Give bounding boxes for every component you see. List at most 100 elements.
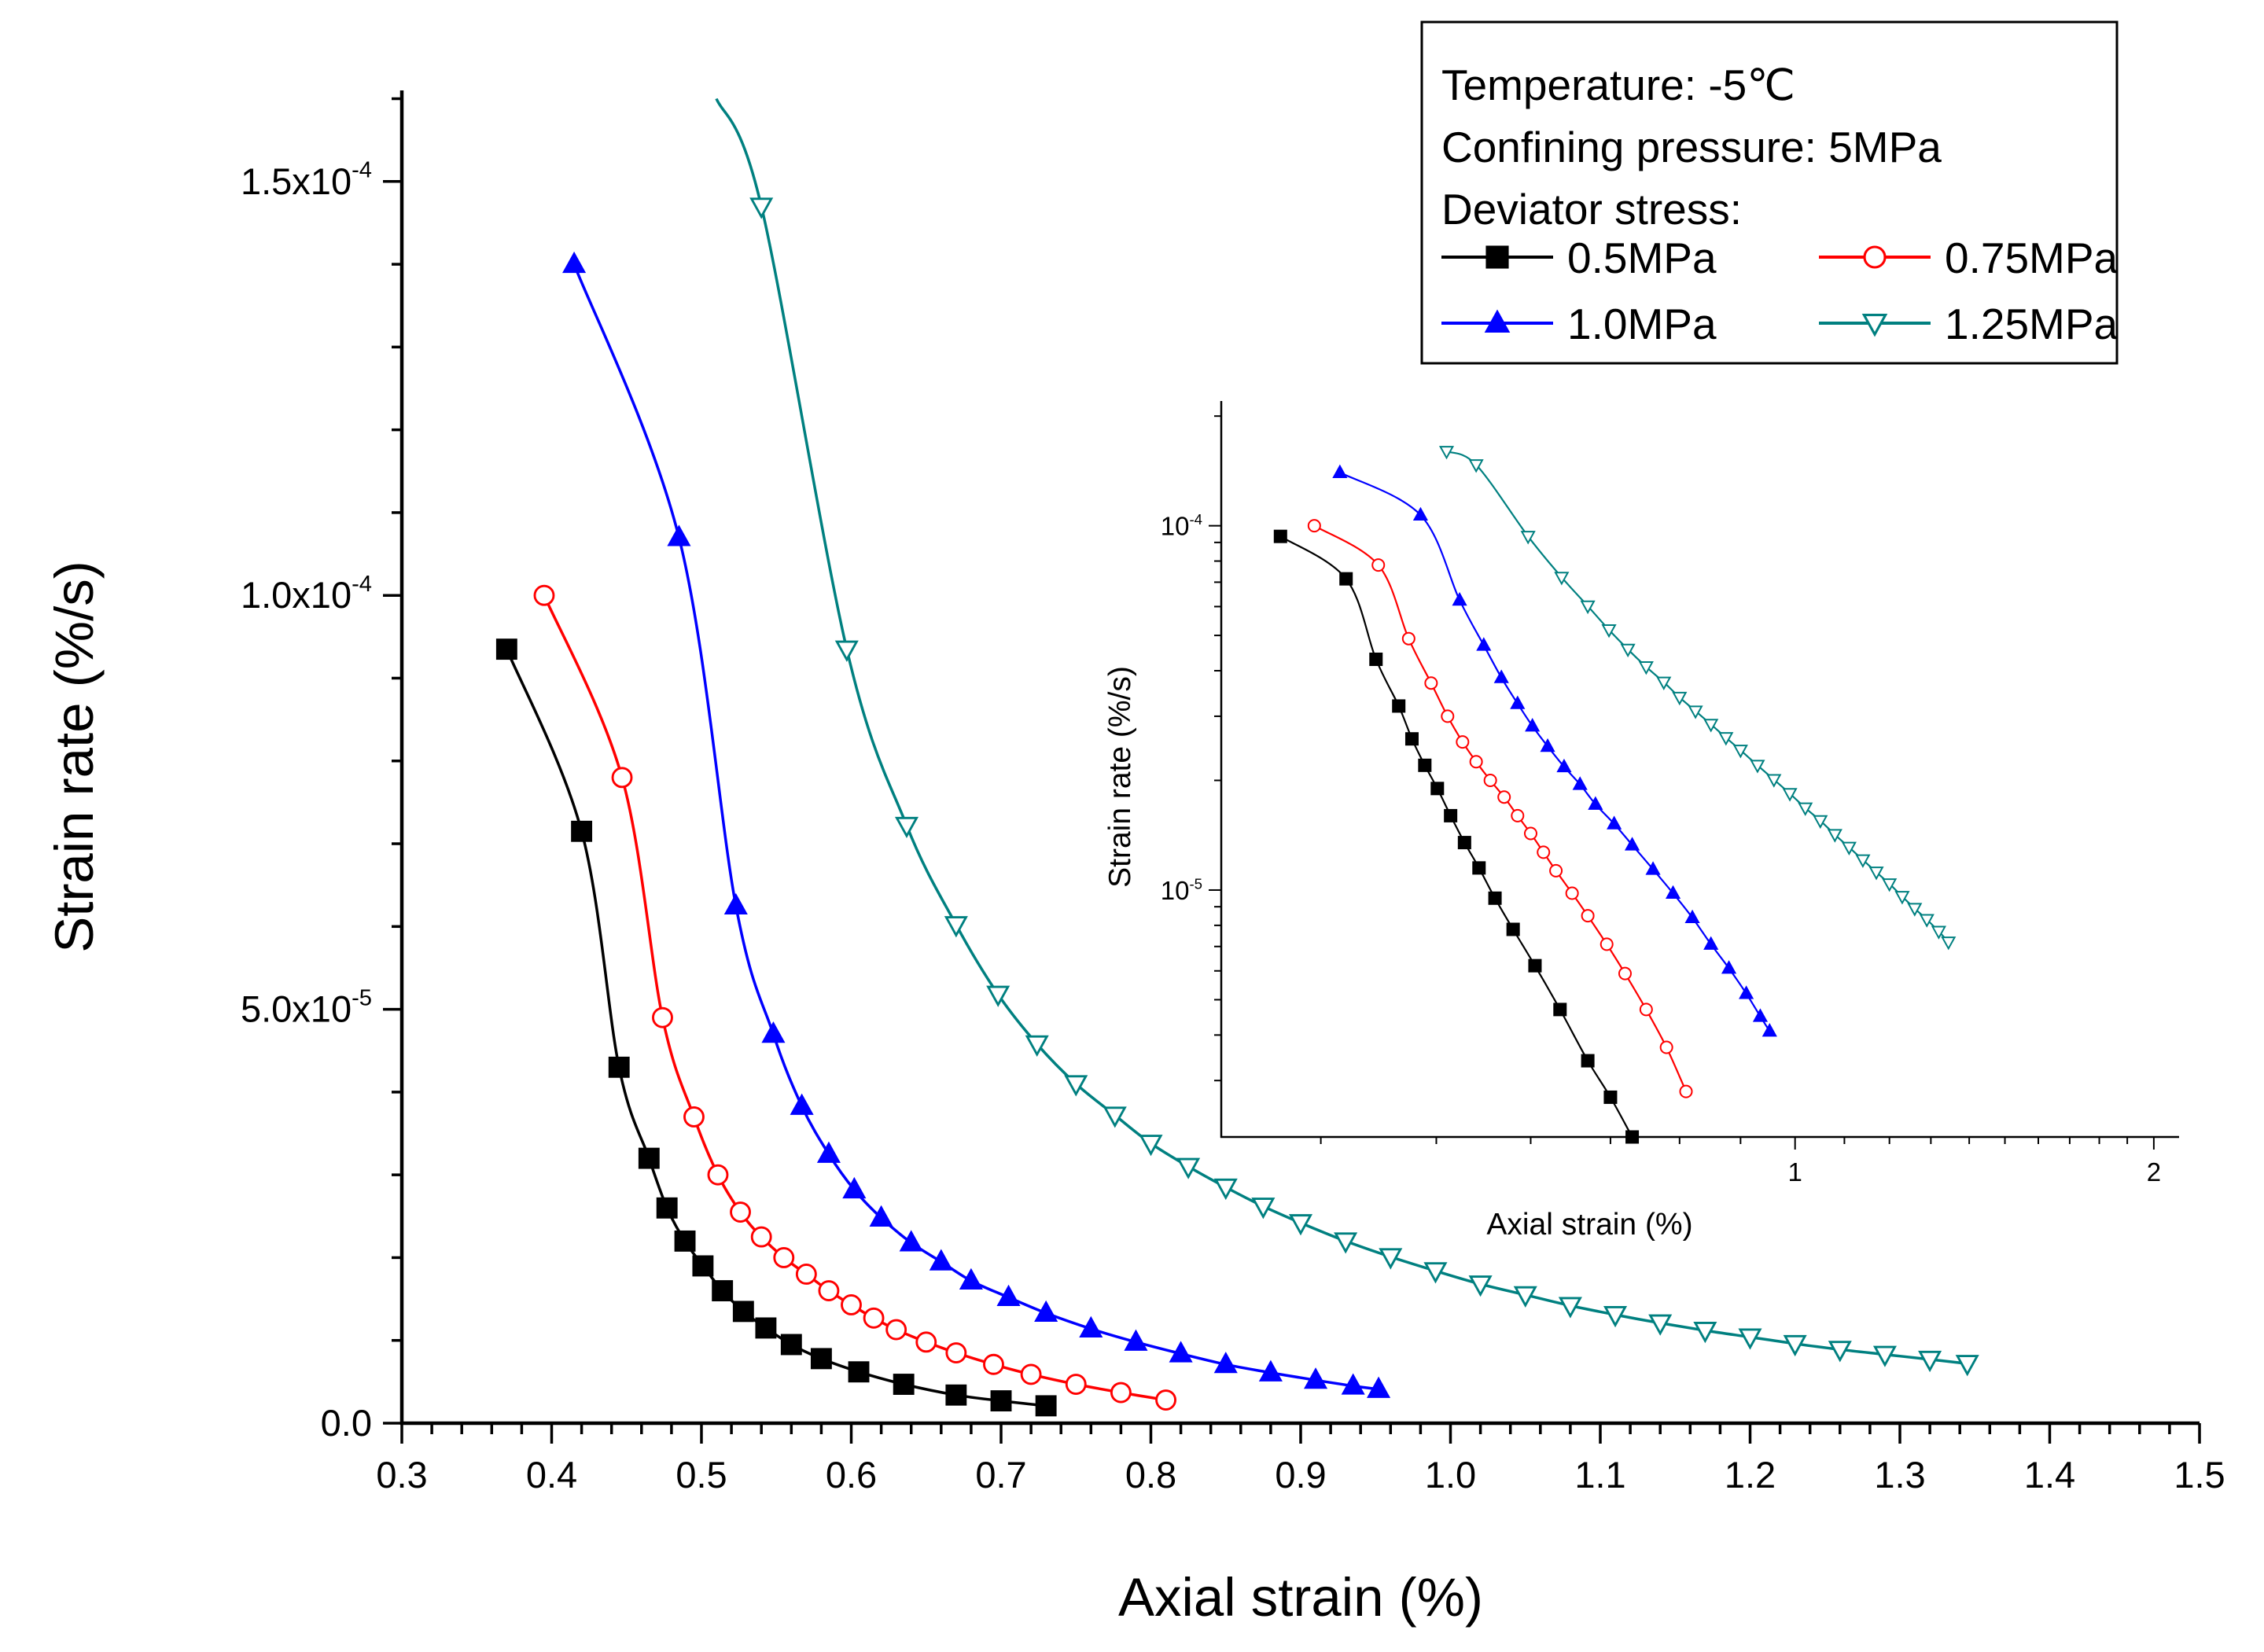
x-tick-label: 0.8 [1125, 1454, 1176, 1496]
data-point-1.0MPa [1213, 1352, 1238, 1374]
data-point-1.0MPa [842, 1176, 867, 1199]
data-point-1.25MPa [1379, 1248, 1403, 1270]
data-point-0.5MPa [848, 1361, 870, 1383]
data-point-0.5MPa [755, 1317, 777, 1339]
data-point-1.0MPa [562, 251, 587, 274]
data-point-0.5MPa [571, 820, 593, 842]
data-point-0.5MPa [495, 638, 517, 660]
data-point-1.25MPa [1955, 1355, 1979, 1377]
data-point-1.25MPa [1176, 1157, 1201, 1179]
inset-data-point-1.0MPa [1332, 464, 1348, 478]
inset-data-point-1.0MPa [1588, 796, 1603, 810]
inset-data-point-1.25MPa [1703, 719, 1719, 733]
data-point-1.25MPa [944, 916, 968, 938]
data-point-1.25MPa [749, 197, 774, 219]
data-point-1.0MPa [869, 1205, 893, 1227]
data-point-0.5MPa [945, 1384, 967, 1406]
inset-data-point-1.0MPa [1739, 985, 1754, 999]
data-point-1.0MPa [816, 1141, 841, 1163]
inset-series-0.5MPa [1273, 529, 1640, 1144]
inset-data-point-0.75MPa [1371, 558, 1386, 572]
data-point-1.25MPa [1064, 1075, 1088, 1097]
inset-data-point-1.0MPa [1493, 669, 1509, 683]
legend: Temperature: -5℃ Confining pressure: 5MPa… [1420, 20, 2119, 365]
inset-data-point-1.25MPa [1638, 661, 1654, 675]
data-point-0.5MPa [656, 1197, 678, 1219]
legend-swatch-marker [1861, 314, 1888, 337]
data-point-0.75MPa [533, 584, 555, 606]
inset-x-axis-title: Axial strain (%) [1486, 1208, 1692, 1242]
main-plot: 0.3 0.4 0.5 0.6 0.7 0.8 0.9 1.0 1.1 1.2 1.3 1.4 1.5 0… [44, 90, 2225, 1628]
inset-data-point-0.5MPa [1528, 958, 1542, 973]
inset-y-tick-label: 10-4 [1161, 511, 1202, 541]
legend-series-label: 0.5MPa [1567, 234, 1717, 282]
inset-data-point-1.25MPa [1868, 866, 1884, 881]
data-point-1.0MPa [1367, 1376, 1391, 1398]
legend-box [1420, 20, 2119, 365]
inset-data-point-1.25MPa [1732, 745, 1748, 759]
legend-swatch-marker [1485, 245, 1509, 269]
data-point-0.5MPa [638, 1147, 660, 1169]
data-point-1.25MPa [1103, 1106, 1127, 1128]
inset-data-point-1.25MPa [1766, 774, 1782, 788]
data-point-0.75MPa [707, 1164, 729, 1186]
inset-data-point-1.25MPa [1718, 732, 1734, 746]
inset-data-point-1.0MPa [1721, 960, 1737, 974]
data-point-1.0MPa [790, 1093, 814, 1115]
inset-data-point-1.0MPa [1556, 758, 1572, 773]
data-point-1.25MPa [1288, 1214, 1313, 1236]
data-point-0.5MPa [692, 1255, 714, 1277]
inset-y-tick-label: 10-5 [1161, 875, 1202, 905]
data-point-1.0MPa [996, 1284, 1021, 1307]
data-point-0.75MPa [945, 1342, 967, 1363]
inset-y-axis-title: Strain rate (%/s) [1103, 666, 1137, 888]
inset-data-point-0.5MPa [1603, 1090, 1618, 1104]
data-point-1.0MPa [899, 1230, 923, 1252]
inset-data-point-1.0MPa [1645, 861, 1661, 875]
legend-entry-1.25MPa: 1.25MPa [1819, 300, 2119, 348]
x-tick-label: 0.5 [676, 1454, 727, 1496]
inset-series-1.25MPa [1438, 446, 1957, 951]
inset-data-point-0.5MPa [1273, 529, 1287, 543]
data-point-0.75MPa [730, 1201, 751, 1223]
data-point-1.25MPa [1918, 1350, 1942, 1373]
inset-data-point-1.0MPa [1525, 718, 1541, 732]
data-point-1.25MPa [1558, 1297, 1582, 1319]
legend-text-line: Deviator stress: [1441, 185, 1742, 234]
data-point-0.5MPa [1035, 1395, 1057, 1417]
inset-x-tick-label: 2 [2147, 1157, 2161, 1187]
inset-data-point-0.75MPa [1483, 773, 1497, 787]
data-point-1.25MPa [1513, 1286, 1537, 1308]
data-point-0.75MPa [863, 1307, 885, 1329]
data-point-1.25MPa [986, 985, 1011, 1007]
series-line-0.75MPa [543, 594, 1166, 1402]
data-point-0.75MPa [1065, 1374, 1087, 1395]
inset-data-point-1.0MPa [1684, 909, 1700, 924]
inset-data-point-1.25MPa [1601, 624, 1617, 638]
legend-text-line: Confining pressure: 5MPa [1441, 123, 1942, 171]
data-point-1.0MPa [1169, 1341, 1193, 1363]
data-point-1.25MPa [1213, 1178, 1238, 1201]
inset-data-point-0.75MPa [1581, 909, 1595, 923]
inset-data-point-1.0MPa [1703, 936, 1719, 950]
y-tick-label: 1.5x10-4 [241, 158, 372, 202]
inset-data-point-1.0MPa [1607, 815, 1622, 830]
data-point-0.5MPa [712, 1280, 734, 1301]
inset-data-point-0.5MPa [1418, 758, 1432, 772]
inset-data-point-1.25MPa [1855, 854, 1871, 868]
inset-data-point-0.75MPa [1639, 1003, 1653, 1017]
inset-series-1.0MPa [1332, 464, 1777, 1037]
inset-data-point-1.0MPa [1510, 695, 1526, 709]
inset-data-point-0.5MPa [1581, 1054, 1595, 1068]
inset-data-point-0.5MPa [1339, 572, 1353, 586]
legend-entry-0.75MPa: 0.75MPa [1819, 234, 2119, 282]
inset-data-point-1.25MPa [1750, 760, 1765, 774]
y-tick-label: 0.0 [321, 1402, 372, 1444]
data-point-1.25MPa [1738, 1328, 1762, 1350]
inset-data-point-1.0MPa [1624, 837, 1640, 851]
data-point-0.75MPa [750, 1226, 772, 1248]
data-point-0.5MPa [810, 1348, 832, 1370]
series-0.5MPa [495, 638, 1057, 1417]
data-point-0.5MPa [608, 1056, 630, 1078]
